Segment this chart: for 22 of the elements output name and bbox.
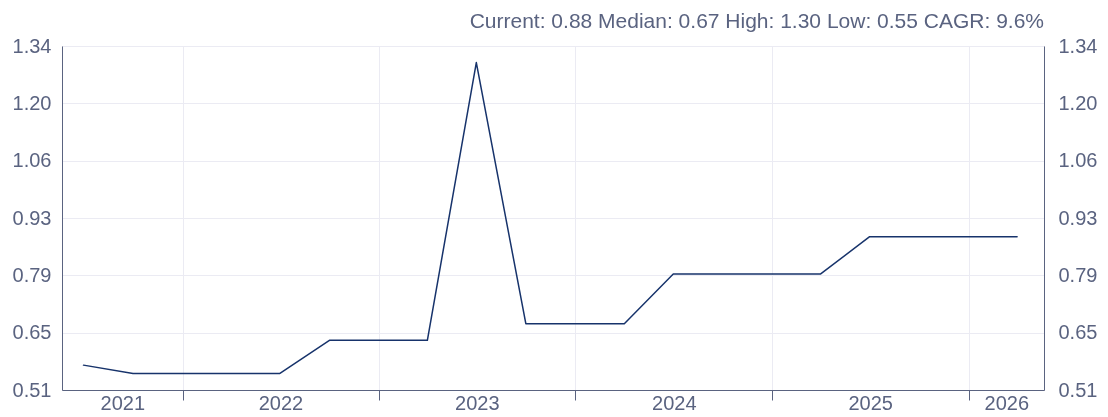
y2-tick-label: 1.20 — [1058, 91, 1098, 114]
y-tick-label: 1.20 — [12, 91, 52, 114]
y-tick-label: 0.93 — [12, 206, 52, 229]
y-tick-label: 1.34 — [12, 34, 52, 57]
x-tick-label: 2021 — [100, 391, 146, 414]
line-series — [82, 61, 1018, 375]
x-tick-label: 2023 — [455, 391, 500, 414]
y2-tick-label: 0.65 — [1058, 321, 1098, 344]
y2-tick-label: 1.06 — [1058, 149, 1098, 172]
y2-tick-label: 0.79 — [1058, 263, 1098, 286]
y-tick-label: 0.51 — [12, 378, 52, 401]
x-tick-label: 2024 — [652, 391, 697, 414]
x-tick-label: 2025 — [848, 391, 893, 414]
y-tick-label: 1.06 — [12, 149, 52, 172]
y2-tick-label: 0.93 — [1058, 206, 1098, 229]
x-tick-label: 2022 — [258, 391, 304, 414]
y2-tick-label: 0.51 — [1058, 378, 1098, 401]
y-tick-label: 0.65 — [12, 321, 52, 344]
x-tick-label: 2026 — [984, 391, 1030, 414]
text: Current: 0.88 Median: 0.67 High: 1.30 Low: 0.55 CAGR: 9.6% — [469, 9, 1044, 32]
y2-tick-label: 1.34 — [1058, 34, 1098, 57]
y-tick-label: 0.79 — [12, 263, 52, 286]
